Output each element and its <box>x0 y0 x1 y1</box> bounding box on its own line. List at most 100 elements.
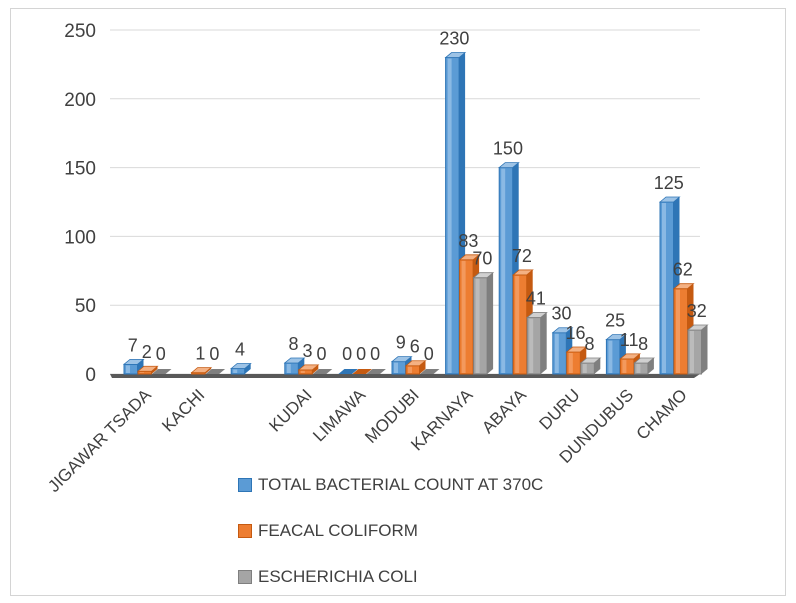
data-label: 8 <box>638 334 648 354</box>
data-label: 230 <box>439 29 469 49</box>
bar-highlight <box>408 366 412 373</box>
y-tick-label: 200 <box>64 90 96 111</box>
bar-highlight <box>662 203 666 373</box>
bar <box>312 369 333 374</box>
legend-item-total-bacterial-count: TOTAL BACTERIAL COUNT AT 370C <box>238 462 543 508</box>
bar-highlight <box>515 275 520 373</box>
data-label: 2 <box>142 342 152 362</box>
legend-label: TOTAL BACTERIAL COUNT AT 370C <box>258 475 544 494</box>
data-label: 9 <box>396 333 406 353</box>
bar-highlight <box>622 359 627 373</box>
bar <box>152 369 172 374</box>
bar-highlight <box>636 363 641 373</box>
x-tick-label: KACHI <box>158 385 208 435</box>
data-label: 62 <box>673 260 693 280</box>
data-label: 150 <box>493 139 523 159</box>
chart-frame <box>10 8 786 596</box>
bar-highlight <box>140 372 144 373</box>
bar-side <box>151 366 158 374</box>
data-label: 11 <box>620 330 639 350</box>
data-label: 41 <box>526 289 546 309</box>
chart-floor <box>110 374 700 378</box>
bar-top <box>458 254 481 261</box>
bar-top <box>512 269 534 276</box>
data-label: 0 <box>317 344 327 364</box>
legend-swatch-orange <box>238 524 252 538</box>
bar-top <box>444 52 467 58</box>
chart-legend: TOTAL BACTERIAL COUNT AT 370C FEACAL COL… <box>238 462 543 600</box>
data-label: 72 <box>512 246 532 266</box>
data-label: 83 <box>458 231 478 251</box>
data-label: 0 <box>370 344 380 364</box>
data-label: 32 <box>687 301 707 321</box>
bar-highlight <box>475 278 480 373</box>
bar-side <box>487 272 494 374</box>
data-label: 0 <box>356 344 366 364</box>
data-label: 125 <box>654 173 684 193</box>
y-tick-label: 100 <box>64 227 96 248</box>
y-tick-label: 0 <box>85 365 96 386</box>
bar-top <box>190 367 213 374</box>
data-label: 4 <box>235 339 245 359</box>
bar-side <box>419 360 426 374</box>
data-label: 30 <box>552 304 572 324</box>
bar-top <box>658 196 681 203</box>
bar-top <box>230 363 252 369</box>
y-tick-label: 150 <box>64 159 96 180</box>
bar-top <box>619 353 642 360</box>
data-label: 0 <box>342 344 352 364</box>
legend-item-feacal-coliform: FEACAL COLIFORM <box>238 508 543 554</box>
bar-top <box>551 327 574 334</box>
bar-side <box>540 312 547 374</box>
bar-top <box>472 272 495 279</box>
bar-highlight <box>394 362 398 373</box>
bar-top <box>283 357 306 364</box>
bar-top <box>686 324 709 331</box>
bar-top <box>136 365 159 372</box>
data-label: 0 <box>424 344 434 364</box>
bar-highlight <box>233 369 238 373</box>
bar-highlight <box>286 363 291 373</box>
bar-highlight <box>676 289 680 373</box>
legend-swatch-gray <box>238 570 252 584</box>
bar <box>338 369 358 374</box>
bar-highlight <box>582 363 587 373</box>
legend-item-escherichia-coli: ESCHERICHIA COLI <box>238 554 543 600</box>
y-tick-label: 250 <box>64 21 96 42</box>
data-label: 25 <box>605 311 625 331</box>
bar-highlight <box>568 352 573 373</box>
bar-highlight <box>608 340 613 373</box>
bar <box>352 369 372 374</box>
legend-swatch-blue <box>238 478 252 492</box>
bar <box>205 369 226 374</box>
bar-top <box>633 357 656 364</box>
bar-highlight <box>554 333 559 373</box>
data-label: 0 <box>156 344 166 364</box>
data-label: 0 <box>209 344 219 364</box>
data-label: 3 <box>303 341 313 361</box>
bar-highlight <box>447 58 452 374</box>
x-tick-label: DURU <box>535 385 583 433</box>
data-label: 6 <box>410 337 420 357</box>
bar-side <box>244 363 251 374</box>
bar-top <box>672 283 695 290</box>
data-label: 7 <box>128 335 138 355</box>
x-tick-label: CHAMO <box>633 385 691 443</box>
bar <box>420 369 440 374</box>
bar-highlight <box>126 365 130 373</box>
bar-side <box>312 364 319 374</box>
bar-top <box>404 360 427 367</box>
legend-label: FEACAL COLIFORM <box>258 521 418 540</box>
bar-top <box>565 346 588 353</box>
bar <box>366 369 386 374</box>
bar-highlight <box>501 168 506 373</box>
legend-label: ESCHERICHIA COLI <box>258 567 418 586</box>
bar-top <box>526 312 548 318</box>
bar-top <box>605 334 628 341</box>
data-label: 16 <box>566 323 586 343</box>
bar-highlight <box>300 370 305 373</box>
bar-top <box>122 358 145 365</box>
x-tick-label: JIGAWAR TSADA <box>44 385 155 496</box>
x-tick-label: LIMAWA <box>309 385 369 445</box>
